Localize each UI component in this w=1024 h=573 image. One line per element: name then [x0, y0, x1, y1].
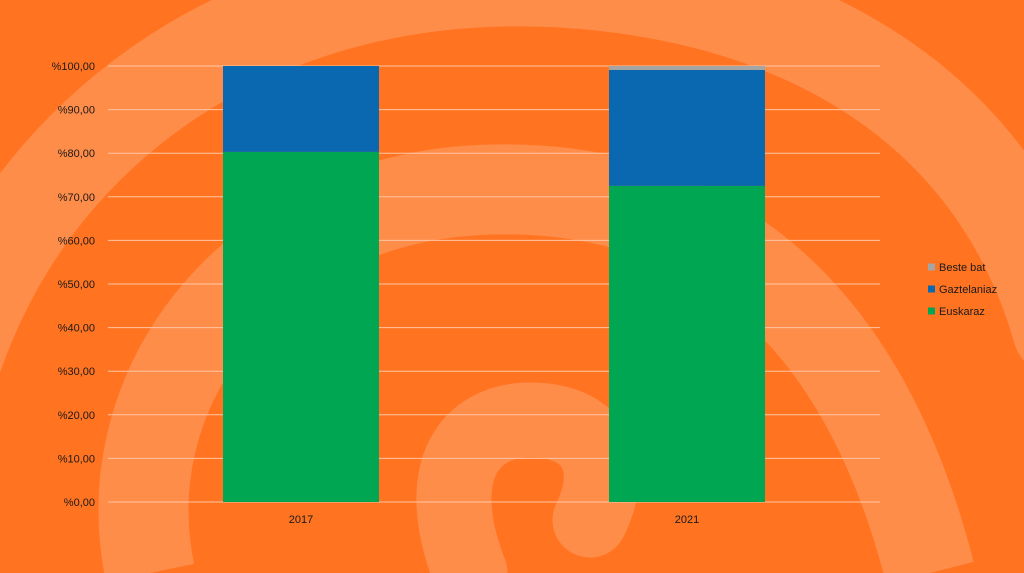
y-axis-tick-labels: %0,00 %10,00 %20,00 %30,00 %40,00 %50,00 %60,0… [52, 61, 95, 509]
y-tick-label: %10,00 [58, 453, 95, 465]
swirl-middle-arc [98, 144, 974, 573]
swirl-inner-hook [416, 382, 639, 573]
legend-swatch [928, 285, 935, 293]
y-tick-label: %100,00 [52, 61, 95, 73]
bar-beste-bat-2021 [609, 66, 765, 70]
y-tick-label: %30,00 [58, 366, 95, 378]
bar-euskaraz-2021 [609, 185, 765, 502]
bars [223, 66, 765, 502]
bar-euskaraz-2017 [223, 151, 379, 502]
legend: Beste bat Gaztelaniaz Euskaraz [928, 262, 997, 318]
y-tick-label: %0,00 [64, 497, 95, 509]
y-tick-label: %90,00 [58, 105, 95, 117]
x-axis-tick-labels: 2017 2021 [289, 514, 699, 526]
y-tick-label: %20,00 [58, 410, 95, 422]
y-tick-label: %40,00 [58, 323, 95, 335]
legend-swatch [928, 263, 935, 271]
legend-swatch [928, 307, 935, 315]
legend-label: Gaztelaniaz [939, 284, 997, 296]
x-tick-label: 2017 [289, 514, 313, 526]
bar-gaztelaniaz-2021 [609, 69, 765, 186]
y-tick-label: %50,00 [58, 279, 95, 291]
y-tick-label: %70,00 [58, 192, 95, 204]
legend-label: Euskaraz [939, 306, 985, 318]
y-tick-label: %60,00 [58, 235, 95, 247]
x-tick-label: 2021 [675, 514, 699, 526]
y-tick-label: %80,00 [58, 148, 95, 160]
bar-gaztelaniaz-2017 [223, 66, 379, 152]
legend-label: Beste bat [939, 262, 985, 274]
